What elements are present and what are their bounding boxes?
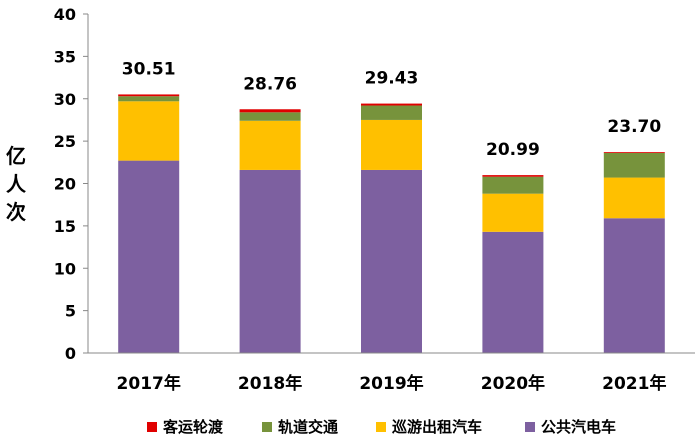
total-labels: 30.51 28.76 29.43 20.99 23.70 — [122, 59, 662, 160]
legend-item: 公共汽电车 — [525, 418, 616, 436]
bar-segment — [603, 152, 665, 153]
bars — [118, 94, 665, 353]
y-tick-label: 40 — [54, 5, 76, 24]
bar-segment — [361, 169, 422, 353]
y-tick-label: 35 — [54, 47, 76, 66]
y-axis-title: 亿人次 — [6, 144, 27, 224]
bar-segment — [603, 177, 665, 219]
bar-segment — [482, 175, 544, 177]
bar-segment — [239, 112, 301, 121]
axes — [87, 14, 695, 354]
y-tick-label: 25 — [54, 132, 76, 151]
bar-segment — [239, 169, 301, 353]
y-tick-label: 30 — [54, 90, 76, 109]
bar-total-label: 28.76 — [243, 74, 297, 94]
bar-segment — [361, 103, 422, 106]
legend-label: 公共汽电车 — [541, 418, 616, 436]
legend-item: 客运轮渡 — [147, 418, 224, 436]
bar-segment — [603, 152, 665, 178]
bar-segment — [118, 101, 180, 161]
bar-total-label: 29.43 — [365, 69, 419, 89]
y-tick-label: 10 — [54, 259, 76, 278]
x-tick-label: 2019年 — [359, 373, 423, 394]
bar-segment — [118, 94, 180, 97]
y-axis-ticks: 0 5 10 15 20 25 30 35 40 — [54, 5, 88, 363]
bar-segment — [482, 231, 544, 353]
legend-label: 轨道交通 — [278, 418, 338, 436]
bar-segment — [482, 193, 544, 232]
x-tick-label: 2017年 — [117, 373, 181, 394]
legend-swatch — [147, 422, 157, 432]
legend-label: 巡游出租汽车 — [392, 418, 482, 436]
bar-segment — [482, 176, 544, 194]
x-tick-label: 2018年 — [238, 373, 302, 394]
bar-segment — [361, 119, 422, 170]
legend-swatch — [525, 422, 535, 432]
bar-total-label: 23.70 — [607, 117, 661, 137]
bar-segment — [118, 96, 180, 102]
bar-segment — [361, 105, 422, 120]
y-tick-label: 5 — [65, 302, 76, 321]
y-tick-label: 15 — [54, 217, 76, 236]
bar-segment — [239, 120, 301, 170]
y-tick-label: 20 — [54, 175, 76, 194]
bar-total-label: 30.51 — [122, 59, 176, 79]
legend: 客运轮渡 轨道交通 巡游出租汽车 公共汽电车 — [147, 418, 616, 436]
bar-segment — [603, 218, 665, 353]
legend-swatch — [376, 422, 386, 432]
bar-segment — [239, 109, 301, 113]
bar-segment — [118, 160, 180, 353]
legend-item: 轨道交通 — [262, 418, 338, 436]
y-tick-label: 0 — [65, 344, 76, 363]
bar-total-label: 20.99 — [486, 140, 540, 160]
legend-item: 巡游出租汽车 — [376, 418, 482, 436]
x-axis-labels: 2017年 2018年 2019年 2020年 2021年 — [117, 373, 667, 394]
legend-swatch — [262, 422, 272, 432]
y-axis-label: 亿人次 — [6, 144, 27, 224]
x-tick-label: 2020年 — [481, 373, 545, 394]
legend-label: 客运轮渡 — [162, 418, 224, 436]
x-tick-label: 2021年 — [602, 373, 666, 394]
